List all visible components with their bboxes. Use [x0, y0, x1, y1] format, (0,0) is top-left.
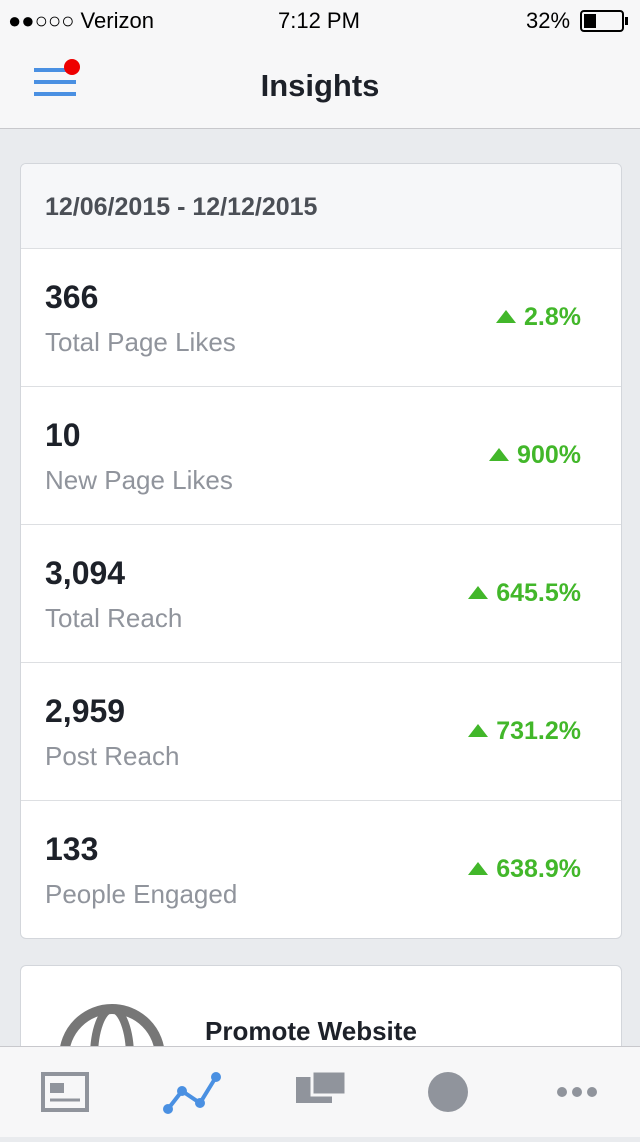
- insights-card: 12/06/2015 - 12/12/2015 366 Total Page Li…: [20, 163, 622, 939]
- battery-icon: [580, 10, 628, 32]
- nav-bar: Insights: [0, 40, 640, 129]
- metric-label: New Page Likes: [45, 465, 233, 495]
- battery: 32%: [526, 8, 571, 33]
- time: 7:12 PM: [278, 8, 360, 33]
- tab-insights[interactable]: [163, 1072, 221, 1114]
- date-range: 12/06/2015 - 12/12/2015: [21, 164, 621, 249]
- metric-label: Total Reach: [45, 603, 183, 633]
- metric-change: 645.5%: [468, 579, 581, 608]
- metric-value: 133: [45, 831, 99, 867]
- metric-change: 900%: [489, 441, 581, 470]
- status-bar: ●●○○○ Verizon 7:12 PM 32%: [0, 0, 640, 40]
- metric-row[interactable]: 3,094 Total Reach 645.5%: [21, 525, 621, 663]
- metric-row[interactable]: 366 Total Page Likes 2.8%: [21, 249, 621, 387]
- metric-value: 3,094: [45, 555, 126, 591]
- metric-value: 10: [45, 417, 81, 453]
- metric-value: 2,959: [45, 693, 126, 729]
- metric-label: Total Page Likes: [45, 327, 236, 357]
- metric-label: Post Reach: [45, 741, 180, 771]
- tab-more[interactable]: [557, 1087, 597, 1097]
- title: Insights: [260, 68, 380, 103]
- promo-card[interactable]: Promote Website: [20, 965, 622, 1087]
- metric-value: 366: [45, 279, 99, 315]
- metric-change: 638.9%: [468, 855, 581, 884]
- tab-messages[interactable]: [296, 1069, 348, 1103]
- tab-notifications[interactable]: [428, 1072, 468, 1112]
- metric-change: 731.2%: [468, 717, 581, 746]
- metric-row[interactable]: 2,959 Post Reach 731.2%: [21, 663, 621, 801]
- tab-feed[interactable]: [41, 1072, 89, 1112]
- carrier: ●●○○○ Verizon: [8, 8, 154, 33]
- tab-bar: [0, 1046, 640, 1137]
- promo-title: Promote Website: [205, 1016, 417, 1046]
- menu-button[interactable]: [32, 58, 82, 100]
- metric-change: 2.8%: [496, 303, 581, 332]
- tab-icons: [41, 1069, 597, 1114]
- metric-label: People Engaged: [45, 879, 238, 909]
- metric-row[interactable]: 10 New Page Likes 900%: [21, 387, 621, 525]
- metric-row[interactable]: 133 People Engaged 638.9%: [21, 801, 621, 938]
